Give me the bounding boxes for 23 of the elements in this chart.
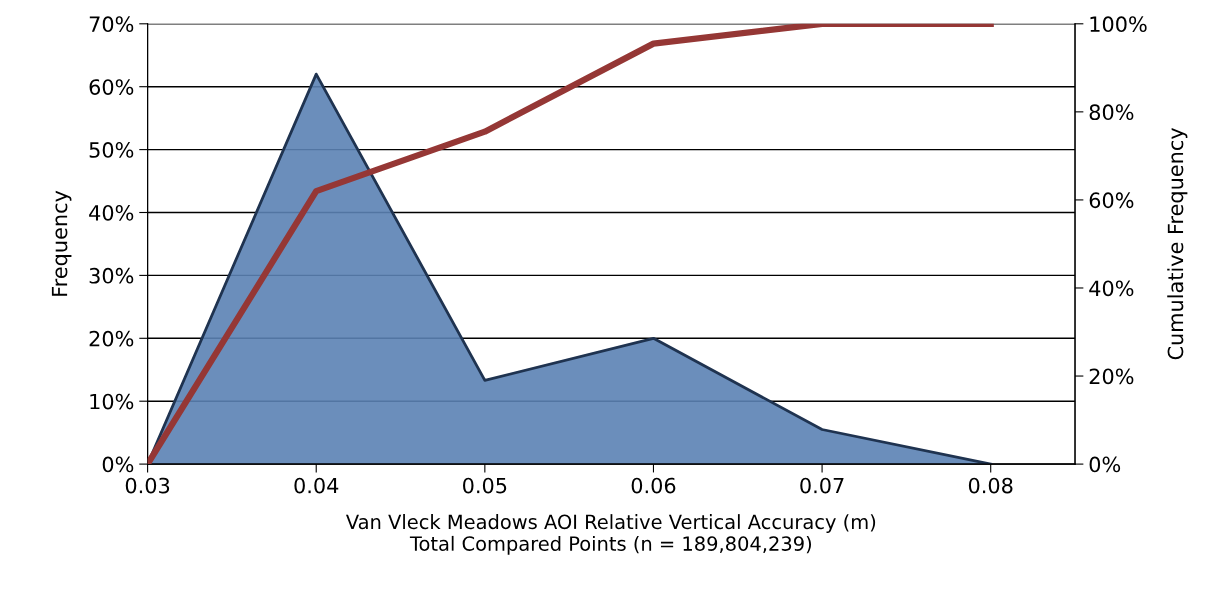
x-tick-label: 0.07	[800, 477, 844, 494]
x-tick-label: 0.08	[968, 477, 1013, 494]
y-tick-label: 70%	[89, 16, 134, 33]
y-tick-label: 10%	[90, 393, 134, 410]
x-axis-title: Van Vleck Meadows AOI Relative Vertical Accuracy (m) Total Compared Points (n = 189,804,239)	[346, 514, 876, 555]
y-tick-label: 50%	[89, 142, 134, 158]
y-tick-label: 0%	[102, 456, 134, 473]
x-tick-label: 0.06	[631, 477, 676, 494]
y2-tick-label: 40%	[1089, 280, 1134, 297]
y2-tick-label: 20%	[1089, 368, 1134, 385]
y2-tick-label: 0%	[1089, 456, 1121, 473]
y2-axis-title: Cumulative Frequency	[1167, 128, 1188, 360]
y-tick-label: 60%	[89, 79, 134, 95]
y-tick-label: 20%	[89, 330, 134, 347]
x-tick-label: 0.04	[294, 477, 339, 494]
y2-tick-label: 80%	[1089, 104, 1134, 121]
y-axis-title: Frequency	[51, 190, 72, 296]
y2-tick-label: 100%	[1090, 16, 1147, 33]
x-tick-label: 0.05	[463, 477, 507, 494]
y-tick-label: 30%	[89, 267, 134, 284]
y-tick-label: 40%	[89, 204, 134, 221]
x-tick-label: 0.03	[125, 477, 170, 494]
y2-tick-label: 60%	[1089, 192, 1134, 209]
